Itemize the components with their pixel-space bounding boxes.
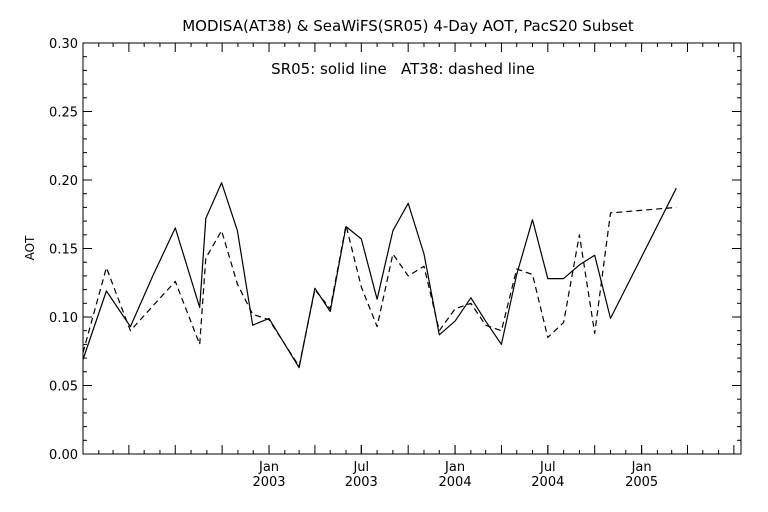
x-tick-label-month: Jul <box>352 460 369 475</box>
x-tick-label-month: Jul <box>539 460 556 475</box>
y-tick-label: 0.05 <box>49 380 78 395</box>
x-tick-label-month: Jan <box>444 460 465 475</box>
y-axis-label: AOT <box>23 235 37 260</box>
x-tick-label-year: 2003 <box>252 475 285 490</box>
x-tick-label-year: 2004 <box>439 475 472 490</box>
chart-title: MODISA(AT38) & SeaWiFS(SR05) 4-Day AOT, … <box>182 17 634 35</box>
y-tick-label: 0.10 <box>49 311 78 326</box>
x-tick-label-month: Jan <box>258 460 279 475</box>
y-tick-label: 0.20 <box>49 174 78 189</box>
y-tick-label: 0.30 <box>49 37 78 52</box>
y-tick-label: 0.15 <box>49 243 78 258</box>
y-axis: 0.00 0.05 0.10 0.15 0.20 0.25 0.30 <box>49 37 741 463</box>
series-line-sr05 <box>82 182 677 369</box>
y-tick-label: 0.25 <box>49 106 78 121</box>
x-tick-label-month: Jan <box>631 460 652 475</box>
series-line-at38 <box>82 206 677 367</box>
x-tick-label-year: 2004 <box>531 475 564 490</box>
chart-annotation: SR05: solid line AT38: dashed line <box>271 60 535 78</box>
x-tick-label-year: 2005 <box>625 475 658 490</box>
y-tick-label: 0.00 <box>49 448 78 463</box>
series-layer <box>82 182 677 369</box>
x-tick-label-year: 2003 <box>345 475 378 490</box>
